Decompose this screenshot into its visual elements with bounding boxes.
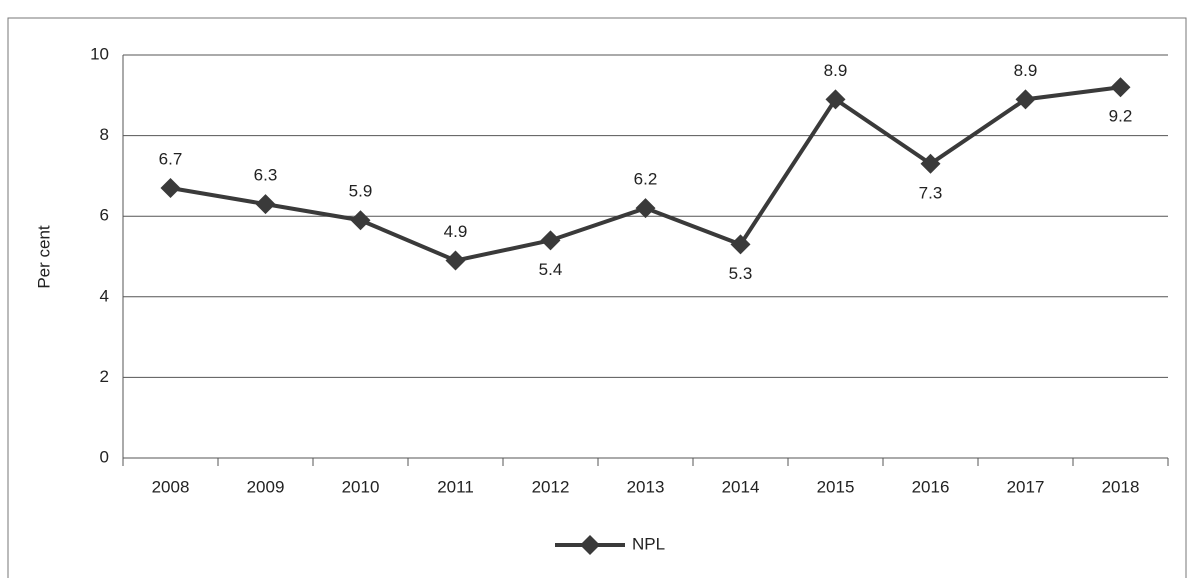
- data-label: 9.2: [1109, 107, 1133, 126]
- y-axis-label: Per cent: [34, 225, 53, 289]
- x-tick-label: 2018: [1102, 477, 1140, 496]
- data-point: [825, 89, 846, 110]
- x-tick-label: 2012: [532, 477, 570, 496]
- x-tick-label: 2013: [627, 477, 665, 496]
- data-label: 6.3: [254, 166, 278, 185]
- x-tick-label: 2016: [912, 477, 950, 496]
- y-tick-label: 2: [100, 367, 109, 386]
- data-label: 5.3: [729, 264, 753, 283]
- data-point: [255, 194, 276, 215]
- y-tick-label: 8: [100, 125, 109, 144]
- data-label: 4.9: [444, 222, 468, 241]
- data-label: 8.9: [1014, 61, 1038, 80]
- data-point: [635, 198, 656, 219]
- data-point: [350, 210, 371, 231]
- data-point: [1110, 77, 1131, 98]
- data-point: [730, 234, 751, 255]
- chart-frame: [7, 17, 1187, 578]
- x-tick-label: 2015: [817, 477, 855, 496]
- x-tick-label: 2008: [152, 477, 190, 496]
- data-point: [920, 153, 941, 174]
- data-label: 7.3: [919, 183, 943, 202]
- x-tick-label: 2017: [1007, 477, 1045, 496]
- data-label: 6.2: [634, 170, 658, 189]
- data-point: [445, 250, 466, 271]
- data-label: 5.4: [539, 260, 563, 279]
- data-point: [540, 230, 561, 251]
- x-tick-label: 2009: [247, 477, 285, 496]
- x-tick-label: 2011: [437, 477, 474, 496]
- data-point: [1015, 89, 1036, 110]
- data-label: 5.9: [349, 182, 373, 201]
- y-tick-label: 6: [100, 206, 109, 225]
- y-tick-label: 4: [100, 286, 109, 305]
- data-point: [160, 177, 181, 198]
- data-label: 6.7: [159, 149, 183, 168]
- data-label: 8.9: [824, 61, 848, 80]
- legend-label: NPL: [632, 534, 665, 553]
- y-tick-label: 0: [100, 447, 109, 466]
- legend-marker: [580, 535, 600, 555]
- x-tick-label: 2010: [342, 477, 380, 496]
- x-tick-label: 2014: [722, 477, 760, 496]
- y-tick-label: 10: [90, 44, 109, 63]
